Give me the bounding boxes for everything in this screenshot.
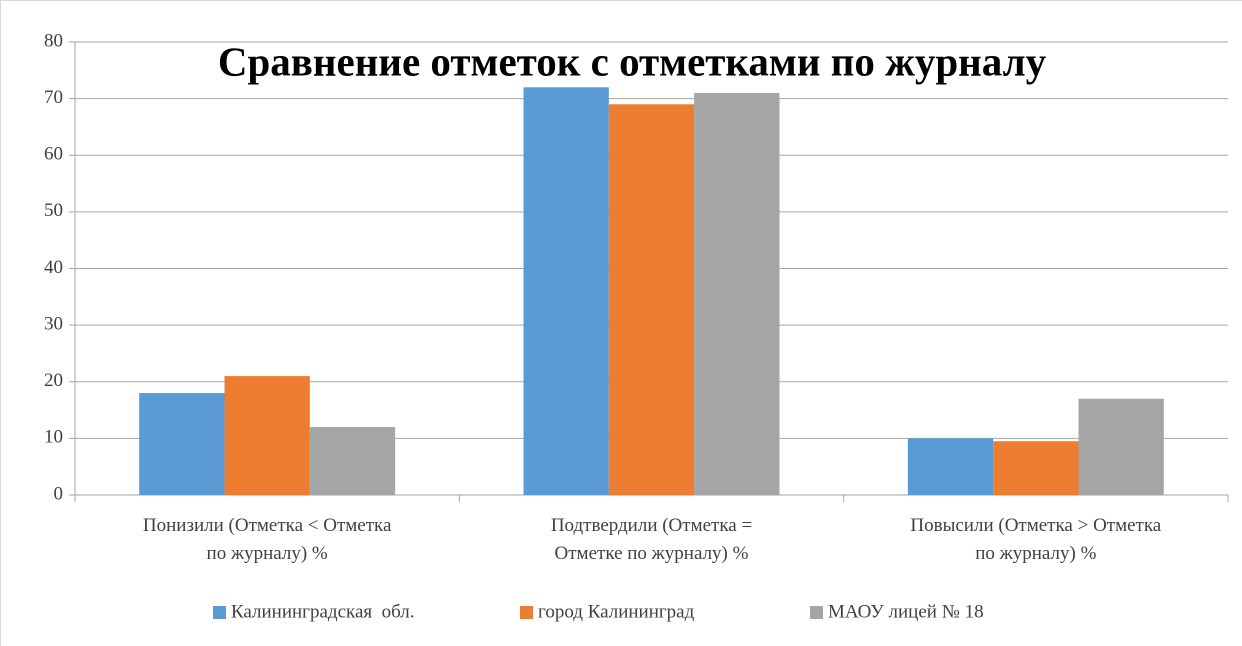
- x-tick-label: Повысили (Отметка > Отметка по журналу) …: [910, 515, 1162, 564]
- bar: [993, 441, 1079, 495]
- y-tick-label: 0: [54, 483, 64, 504]
- bar: [523, 87, 609, 496]
- x-tick-label: Подтвердили (Отметка = Отметке по журнал…: [550, 515, 753, 564]
- y-tick-label: 30: [44, 313, 63, 334]
- y-tick-label: 10: [44, 427, 63, 448]
- bar: [608, 104, 695, 495]
- y-tick-label: 50: [44, 200, 63, 221]
- bar: [907, 438, 994, 495]
- y-tick-label: 40: [44, 257, 63, 278]
- legend-swatch: [810, 606, 823, 619]
- chart-title: Сравнение отметок с отметками по журналу: [218, 38, 1047, 84]
- y-tick-label: 70: [44, 87, 63, 108]
- bar: [139, 393, 225, 495]
- bar: [309, 427, 396, 495]
- legend-swatch: [520, 606, 533, 619]
- legend-label: Калининградская обл.: [231, 601, 415, 622]
- y-tick-label: 60: [44, 144, 63, 165]
- y-tick-label: 20: [44, 370, 63, 391]
- bar: [1078, 398, 1164, 495]
- legend-label: МАОУ лицей № 18: [828, 601, 984, 622]
- y-tick-label: 80: [44, 30, 63, 51]
- bar: [224, 376, 310, 495]
- legend-label: город Калининград: [538, 601, 695, 622]
- legend-swatch: [213, 606, 226, 619]
- x-tick-label: Понизили (Отметка < Отметка по журналу) …: [142, 515, 392, 564]
- bar: [694, 92, 780, 496]
